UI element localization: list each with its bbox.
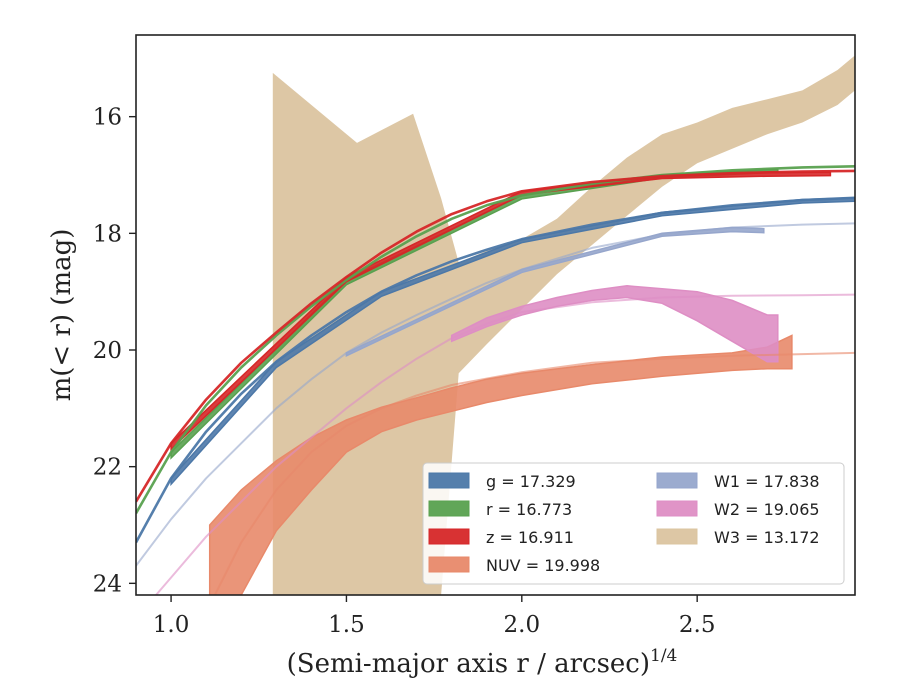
y-tick-label: 20 — [93, 338, 122, 364]
x-tick-label: 2.5 — [679, 612, 716, 638]
legend-label-z: z = 16.911 — [486, 528, 574, 547]
x-tick-label: 2.0 — [504, 612, 541, 638]
y-tick-label: 16 — [93, 105, 122, 131]
band-w1 — [345, 226, 765, 357]
x-tick-label: 1.5 — [328, 612, 365, 638]
legend-swatch-w3 — [656, 528, 698, 545]
legend-label-w3: W3 = 13.172 — [714, 528, 820, 547]
legend-label-g: g = 17.329 — [486, 472, 576, 491]
series-bands — [170, 55, 855, 595]
band-g — [170, 197, 855, 487]
x-axis-title-text: (Semi-major axis r / arcsec) — [287, 649, 650, 679]
legend-swatch-w2 — [656, 500, 698, 517]
legend-swatch-nuv — [428, 556, 470, 573]
line-w2 — [154, 293, 855, 595]
line-nuv — [213, 351, 855, 595]
line-r — [136, 165, 855, 514]
y-tick-label: 24 — [93, 571, 122, 597]
plot-frame — [135, 34, 856, 596]
y-tick-label: 22 — [93, 455, 122, 481]
line-w1 — [136, 222, 855, 567]
band-nuv — [208, 334, 793, 595]
legend-swatch-w1 — [656, 472, 698, 489]
legend-label-r: r = 16.773 — [486, 500, 572, 519]
x-tick-label: 1.0 — [153, 612, 190, 638]
legend-label-nuv: NUV = 19.998 — [486, 556, 600, 575]
y-tick-label: 18 — [93, 221, 122, 247]
legend-swatch-r — [428, 500, 470, 517]
y-axis-title: m(< r) (mag) — [47, 229, 77, 402]
legend-swatch-z — [428, 528, 470, 545]
legend: g = 17.329 r = 16.773 z = 16.911 NUV = 19.9… — [422, 462, 845, 585]
x-axis-ticks: 1.0 1.5 2.0 2.5 — [153, 595, 716, 638]
line-z — [136, 169, 855, 503]
legend-swatch-g — [428, 472, 470, 489]
legend-box — [422, 462, 845, 585]
legend-label-w2: W2 = 19.065 — [714, 500, 820, 519]
line-g — [136, 196, 855, 544]
y-axis-ticks: 16 18 20 22 24 — [93, 105, 136, 597]
x-axis-title-exponent: 1/4 — [650, 646, 677, 666]
legend-label-w1: W1 = 17.838 — [714, 472, 820, 491]
band-w3 — [272, 55, 855, 595]
x-axis-title: (Semi-major axis r / arcsec)1/4 — [287, 646, 678, 679]
series-model-lines — [136, 165, 855, 595]
